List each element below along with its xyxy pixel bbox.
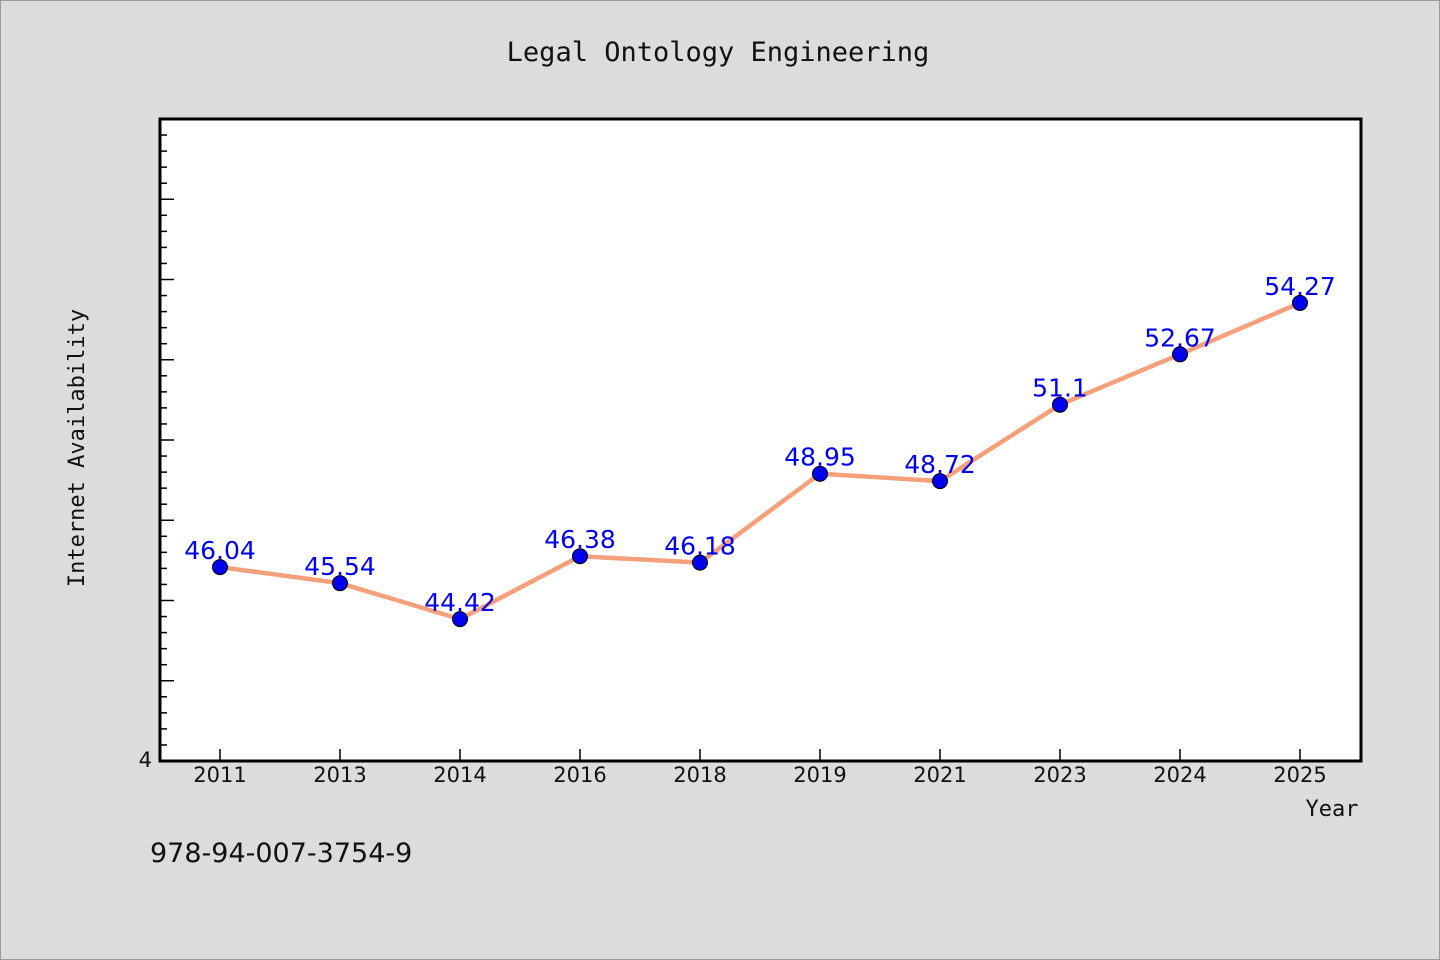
data-label: 44.42 [424, 588, 496, 617]
series-line-group [212, 294, 1308, 628]
x-axis-title: Year [1306, 797, 1359, 822]
x-tick-label: 2024 [1153, 763, 1206, 787]
data-point [932, 473, 948, 490]
y-axis-ticks: 4 [139, 134, 174, 772]
data-labels: 46.04 45.54 44.42 46.38 46.18 48.95 48.72 51.1 5… [184, 272, 1336, 617]
series-line [217, 300, 1303, 622]
chart-title: Legal Ontology Engineering [507, 37, 930, 68]
data-label: 46.18 [664, 532, 736, 561]
y-tick-label: 4 [139, 748, 152, 772]
x-tick-label: 2025 [1273, 763, 1326, 787]
data-label: 48.72 [904, 450, 976, 479]
data-label: 52.67 [1144, 323, 1216, 352]
data-point [572, 548, 588, 565]
x-tick-label: 2019 [793, 763, 846, 787]
data-label: 48.95 [784, 443, 856, 472]
y-axis-title: Internet Availability [65, 309, 90, 587]
x-tick-label: 2013 [313, 763, 366, 787]
plot-area [158, 117, 1363, 763]
x-tick-label: 2021 [913, 763, 966, 787]
data-label: 51.1 [1032, 374, 1088, 403]
data-point [212, 559, 228, 576]
data-point [1172, 346, 1188, 363]
isbn-text: 978-94-007-3754-9 [150, 838, 412, 869]
data-point [1052, 396, 1068, 413]
data-point [1292, 294, 1308, 311]
data-point [452, 611, 468, 628]
x-tick-label: 2018 [673, 763, 726, 787]
x-tick-label: 2016 [553, 763, 606, 787]
x-tick-label: 2011 [193, 763, 246, 787]
data-label: 46.04 [184, 536, 256, 565]
data-point [332, 575, 348, 592]
data-label: 54.27 [1264, 272, 1336, 301]
x-tick-label: 2014 [433, 763, 486, 787]
x-axis-ticks: 2011 2013 2014 2016 2018 2019 2021 2023 2024 2025 [193, 749, 1327, 787]
data-label: 46.38 [544, 525, 616, 554]
data-point [692, 554, 708, 571]
data-label: 45.54 [304, 552, 376, 581]
data-point [812, 465, 828, 482]
x-tick-label: 2023 [1033, 763, 1086, 787]
